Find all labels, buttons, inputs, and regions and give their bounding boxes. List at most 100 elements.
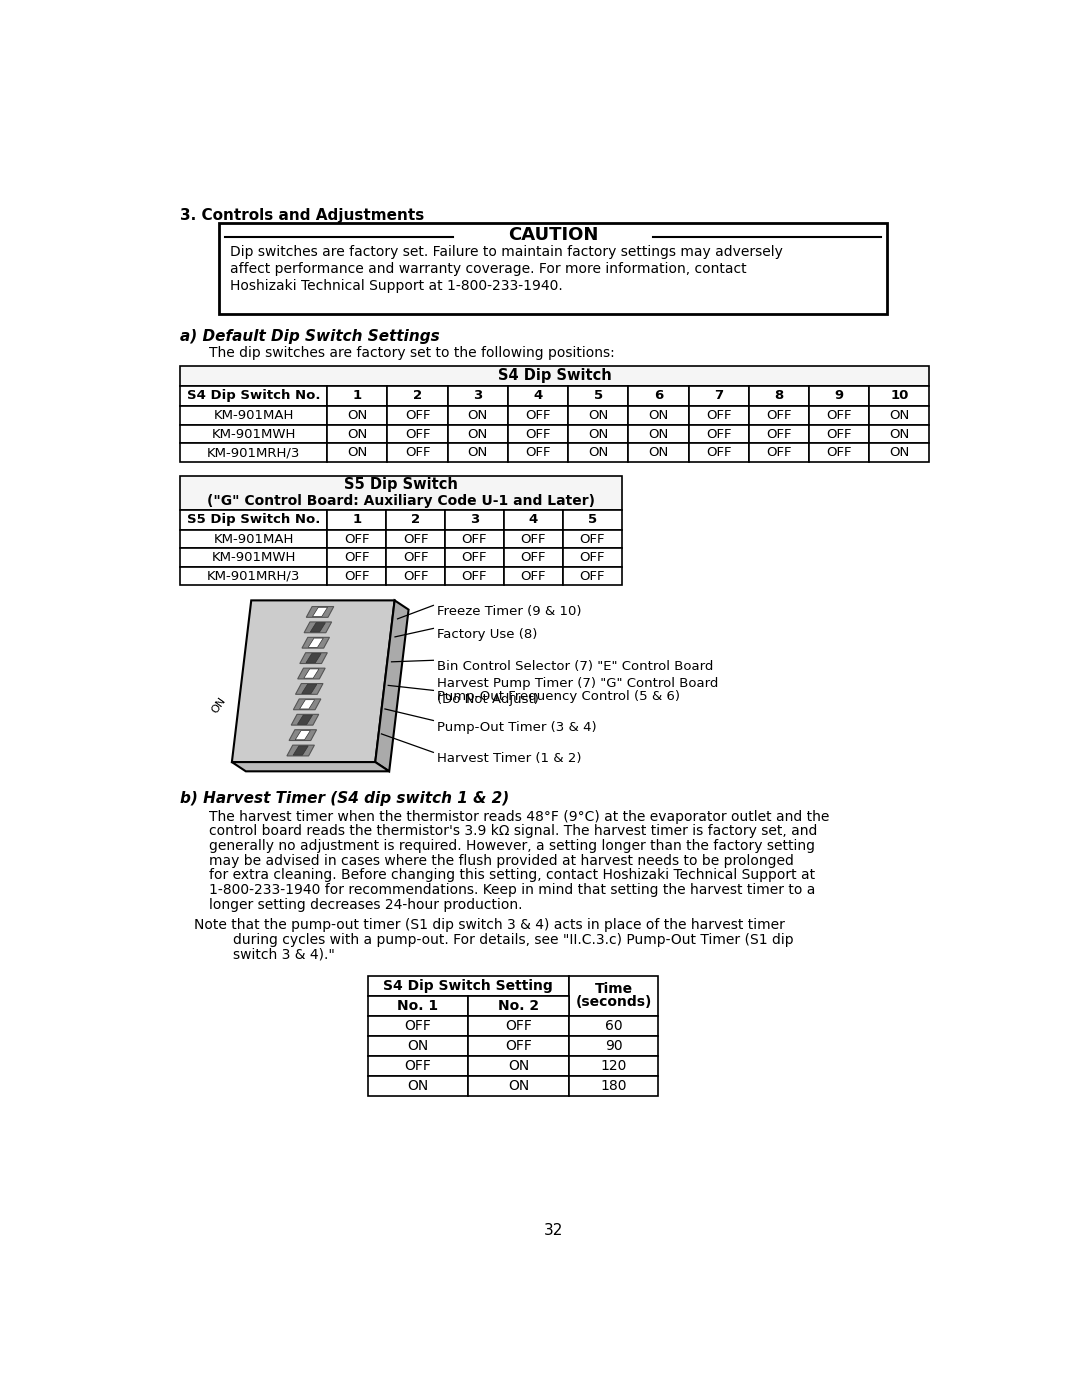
Bar — [504, 529, 563, 548]
Text: OFF: OFF — [404, 1020, 431, 1034]
Bar — [629, 387, 689, 407]
Bar — [809, 443, 869, 462]
Bar — [447, 387, 508, 407]
Text: Time: Time — [594, 982, 633, 996]
Text: OFF: OFF — [404, 1059, 431, 1073]
Text: 32: 32 — [544, 1222, 563, 1238]
Bar — [445, 529, 504, 548]
Text: OFF: OFF — [826, 447, 852, 460]
Text: 8: 8 — [774, 390, 783, 402]
Bar — [445, 567, 504, 585]
Text: ON: ON — [210, 696, 228, 715]
Bar — [469, 1056, 569, 1076]
Text: ON: ON — [468, 409, 488, 422]
Text: OFF: OFF — [580, 532, 605, 546]
Bar — [869, 407, 930, 425]
Text: generally no adjustment is required. However, a setting longer than the factory : generally no adjustment is required. How… — [210, 840, 815, 854]
Bar — [367, 996, 469, 1016]
Text: affect performance and warranty coverage. For more information, contact: affect performance and warranty coverage… — [230, 261, 747, 275]
Bar — [568, 387, 629, 407]
Polygon shape — [287, 745, 314, 756]
Bar — [569, 1016, 658, 1037]
Text: S4 Dip Switch Setting: S4 Dip Switch Setting — [383, 979, 553, 993]
Text: ON: ON — [468, 427, 488, 441]
Bar — [469, 1016, 569, 1037]
Text: OFF: OFF — [403, 550, 429, 564]
Text: Factory Use (8): Factory Use (8) — [437, 629, 538, 641]
Text: ON: ON — [347, 409, 367, 422]
Text: (seconds): (seconds) — [576, 995, 651, 1009]
Text: 3: 3 — [470, 513, 480, 525]
Polygon shape — [299, 700, 314, 708]
Text: 6: 6 — [653, 390, 663, 402]
Bar — [447, 443, 508, 462]
Bar — [568, 407, 629, 425]
Text: 2: 2 — [413, 390, 422, 402]
Polygon shape — [302, 637, 329, 648]
Text: Harvest Timer (1 & 2): Harvest Timer (1 & 2) — [437, 753, 582, 766]
Bar — [869, 443, 930, 462]
Text: ON: ON — [508, 1080, 529, 1094]
Bar — [388, 425, 447, 443]
Text: OFF: OFF — [766, 409, 792, 422]
Bar — [327, 425, 388, 443]
Bar — [367, 1016, 469, 1037]
Text: OFF: OFF — [521, 570, 546, 583]
Bar — [180, 510, 327, 529]
Bar — [504, 548, 563, 567]
Text: KM-901MRH/3: KM-901MRH/3 — [207, 570, 300, 583]
Text: for extra cleaning. Before changing this setting, contact Hoshizaki Technical Su: for extra cleaning. Before changing this… — [210, 869, 815, 883]
Text: ON: ON — [588, 409, 608, 422]
Text: ON: ON — [588, 427, 608, 441]
Text: OFF: OFF — [766, 427, 792, 441]
Bar — [569, 1056, 658, 1076]
Polygon shape — [292, 714, 319, 725]
Text: OFF: OFF — [706, 427, 731, 441]
Polygon shape — [312, 608, 327, 616]
Text: OFF: OFF — [826, 409, 852, 422]
Text: 1: 1 — [353, 390, 362, 402]
Text: ON: ON — [588, 447, 608, 460]
Text: KM-901MWH: KM-901MWH — [212, 550, 296, 564]
Text: The harvest timer when the thermistor reads 48°F (9°C) at the evaporator outlet : The harvest timer when the thermistor re… — [210, 810, 829, 824]
Text: 9: 9 — [835, 390, 843, 402]
Bar — [869, 425, 930, 443]
Bar — [508, 443, 568, 462]
Text: OFF: OFF — [706, 447, 731, 460]
Bar — [180, 425, 327, 443]
Text: OFF: OFF — [706, 409, 731, 422]
Text: control board reads the thermistor's 3.9 kΩ signal. The harvest timer is factory: control board reads the thermistor's 3.9… — [210, 824, 818, 838]
Bar — [469, 1037, 569, 1056]
Text: Pump-Out Timer (3 & 4): Pump-Out Timer (3 & 4) — [437, 721, 597, 733]
Bar — [180, 407, 327, 425]
Text: Note that the pump-out timer (S1 dip switch 3 & 4) acts in place of the harvest : Note that the pump-out timer (S1 dip swi… — [194, 918, 785, 932]
Text: OFF: OFF — [521, 550, 546, 564]
Bar — [689, 407, 748, 425]
Bar — [508, 425, 568, 443]
Text: OFF: OFF — [343, 570, 369, 583]
Text: ON: ON — [407, 1080, 429, 1094]
Text: ON: ON — [889, 427, 909, 441]
Bar — [367, 1056, 469, 1076]
Polygon shape — [295, 731, 310, 740]
Polygon shape — [296, 683, 323, 694]
Text: OFF: OFF — [525, 447, 551, 460]
Bar — [504, 567, 563, 585]
Bar — [748, 443, 809, 462]
Text: ON: ON — [889, 447, 909, 460]
Bar — [388, 407, 447, 425]
Bar — [504, 510, 563, 529]
Polygon shape — [294, 698, 321, 710]
Bar — [367, 1037, 469, 1056]
Text: 3: 3 — [473, 390, 483, 402]
Text: OFF: OFF — [580, 570, 605, 583]
Text: may be advised in cases where the flush provided at harvest needs to be prolonge: may be advised in cases where the flush … — [210, 854, 794, 868]
Text: OFF: OFF — [826, 427, 852, 441]
Bar — [387, 529, 445, 548]
Polygon shape — [308, 638, 323, 647]
Bar — [447, 407, 508, 425]
Text: 120: 120 — [600, 1059, 626, 1073]
Bar — [180, 443, 327, 462]
Text: 1-800-233-1940 for recommendations. Keep in mind that setting the harvest timer : 1-800-233-1940 for recommendations. Keep… — [210, 883, 815, 897]
Text: 1: 1 — [352, 513, 361, 525]
